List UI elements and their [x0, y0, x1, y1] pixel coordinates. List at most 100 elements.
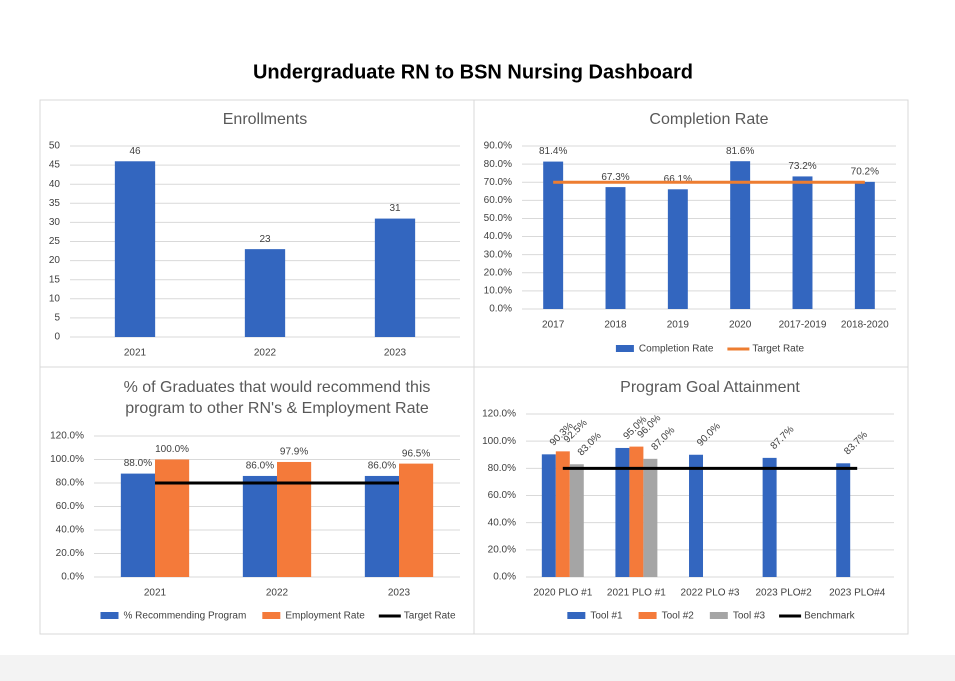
y-tick-label: 20	[49, 255, 61, 266]
value-label: 81.4%	[539, 146, 567, 157]
bar	[543, 161, 564, 309]
legend: Tool #1 Tool #2 Tool #3 Benchmark	[567, 611, 856, 622]
value-label: 67.3%	[601, 172, 629, 183]
y-tick-label: 35	[49, 198, 61, 209]
value-label: 31	[389, 203, 401, 214]
bar	[689, 454, 704, 577]
x-tick-label: 2023 PLO#4	[829, 588, 886, 599]
bar	[155, 459, 190, 577]
x-tick-label: 2020	[729, 320, 752, 331]
x-tick-label: 2023	[388, 588, 411, 599]
bar	[555, 451, 570, 577]
x-tick-label: 2021 PLO #1	[607, 588, 666, 599]
panel	[473, 366, 909, 635]
x-tick-label: 2018-2020	[841, 320, 889, 331]
y-tick-label: 5	[54, 313, 60, 324]
chart-title: % of Graduates that would recommend this…	[123, 379, 431, 417]
y-tick-label: 100.0%	[50, 454, 84, 465]
y-tick-label: 80.0%	[488, 463, 516, 474]
value-label: 86.0%	[368, 461, 396, 472]
y-tick-label: 40.0%	[488, 517, 516, 528]
bar	[762, 457, 777, 577]
value-label: 87.7%	[769, 424, 797, 452]
legend-label: Tool #1	[590, 611, 623, 622]
bar	[836, 463, 851, 577]
legend-swatch	[709, 612, 728, 619]
y-tick-label: 25	[49, 236, 61, 247]
value-label: 81.6%	[726, 146, 754, 157]
value-label: 66.1%	[664, 174, 692, 185]
legend-label: Target Rate	[404, 611, 456, 622]
y-tick-label: 60.0%	[56, 501, 84, 512]
bar	[629, 446, 644, 577]
legend-swatch	[567, 612, 586, 619]
value-label: 97.9%	[280, 447, 308, 458]
value-label: 100.0%	[155, 444, 189, 455]
value-label: 73.2%	[788, 161, 816, 172]
y-tick-label: 20.0%	[484, 267, 512, 278]
value-label: 83.7%	[842, 429, 870, 457]
y-tick-label: 10.0%	[484, 286, 512, 297]
bar	[854, 181, 875, 309]
legend-label: Target Rate	[752, 344, 804, 355]
y-tick-label: 0.0%	[61, 572, 84, 583]
legend-label: Tool #2	[662, 611, 695, 622]
value-label: 23	[259, 234, 271, 245]
y-tick-label: 60.0%	[484, 195, 512, 206]
bar	[277, 461, 312, 577]
y-tick-label: 90.0%	[484, 141, 512, 152]
legend-label: Tool #3	[733, 611, 766, 622]
chart-title: Completion Rate	[649, 111, 768, 128]
x-tick-label: 2020 PLO #1	[533, 588, 592, 599]
x-tick-label: 2022 PLO #3	[681, 588, 740, 599]
y-tick-label: 0.0%	[493, 572, 516, 583]
legend-label: Employment Rate	[285, 611, 365, 622]
y-tick-label: 0	[54, 332, 60, 343]
legend: Completion Rate Target Rate	[615, 344, 805, 355]
value-label: 96.5%	[402, 448, 430, 459]
chart-title: Enrollments	[223, 111, 307, 128]
legend-swatch	[100, 612, 119, 619]
x-tick-label: 2022	[266, 588, 289, 599]
x-tick-label: 2018	[604, 320, 627, 331]
x-tick-label: 2022	[254, 348, 277, 359]
y-tick-label: 10	[49, 293, 61, 304]
x-tick-label: 2017	[542, 320, 565, 331]
y-tick-label: 120.0%	[50, 431, 84, 442]
y-tick-label: 70.0%	[484, 177, 512, 188]
legend-label: Completion Rate	[639, 344, 714, 355]
value-label: 88.0%	[124, 458, 152, 469]
y-tick-label: 80.0%	[484, 159, 512, 170]
bar	[730, 161, 751, 309]
y-tick-label: 45	[49, 160, 61, 171]
bar	[605, 187, 626, 309]
chart-title-box: % of Graduates that would recommend this…	[123, 379, 431, 417]
y-tick-label: 20.0%	[56, 548, 84, 559]
x-tick-label: 2023	[384, 348, 407, 359]
y-tick-label: 30	[49, 217, 61, 228]
legend-label: Benchmark	[804, 611, 856, 622]
y-tick-label: 120.0%	[482, 409, 516, 420]
bar	[244, 249, 286, 337]
y-tick-label: 80.0%	[56, 478, 84, 489]
value-label: 46	[129, 146, 141, 157]
x-tick-label: 2023 PLO#2	[756, 588, 813, 599]
value-label: 86.0%	[246, 461, 274, 472]
y-tick-label: 100.0%	[482, 436, 516, 447]
legend-swatch	[638, 612, 657, 619]
bar	[399, 463, 434, 577]
y-tick-label: 50	[49, 141, 61, 152]
value-label: 70.2%	[851, 167, 879, 178]
bar	[792, 176, 813, 309]
bar	[541, 454, 556, 577]
bar	[615, 447, 630, 577]
y-tick-label: 40.0%	[484, 231, 512, 242]
bar	[374, 218, 416, 337]
y-tick-label: 0.0%	[489, 304, 512, 315]
dashboard-title: Undergraduate RN to BSN Nursing Dashboar…	[253, 61, 693, 83]
x-tick-label: 2019	[667, 320, 690, 331]
y-tick-label: 50.0%	[484, 213, 512, 224]
legend-swatch	[615, 345, 634, 352]
y-tick-label: 30.0%	[484, 249, 512, 260]
